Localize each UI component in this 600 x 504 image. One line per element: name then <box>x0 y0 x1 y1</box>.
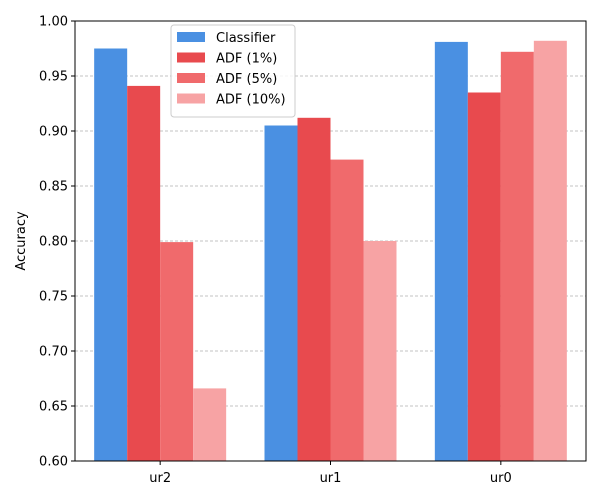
x-tick-label: ur1 <box>320 471 342 486</box>
y-axis-label: Accuracy <box>14 211 29 271</box>
bar-ur0-series-2 <box>500 51 534 462</box>
legend-swatch <box>177 52 205 63</box>
bar-ur2-series-0 <box>94 48 128 461</box>
x-tick-label: ur2 <box>149 471 171 486</box>
y-tick-label: 0.95 <box>39 70 68 85</box>
bars <box>94 40 567 462</box>
legend-label: ADF (5%) <box>216 72 277 87</box>
legend-label: ADF (1%) <box>216 52 277 67</box>
bar-ur1-series-2 <box>330 159 364 461</box>
y-tick-label: 0.90 <box>39 125 68 140</box>
y-tick-label: 0.85 <box>39 180 68 195</box>
legend-label: ADF (10%) <box>216 93 286 108</box>
bar-ur2-series-3 <box>193 388 227 461</box>
x-tick-label: ur0 <box>490 471 512 486</box>
bar-ur0-series-1 <box>467 92 501 461</box>
y-tick-label: 0.80 <box>39 235 68 250</box>
bar-ur0-series-0 <box>434 41 468 462</box>
bar-ur1-series-0 <box>264 125 298 461</box>
y-tick-label: 0.70 <box>39 345 68 360</box>
y-tick-label: 0.65 <box>39 400 68 415</box>
bar-ur1-series-1 <box>297 117 331 462</box>
x-axis: ur2 ur1 ur0 <box>149 461 512 486</box>
y-tick-label: 0.75 <box>39 290 68 305</box>
bar-ur2-series-1 <box>127 85 161 462</box>
y-tick-label: 0.60 <box>39 455 68 470</box>
legend-swatch <box>177 32 205 42</box>
bar-ur1-series-3 <box>363 241 397 461</box>
y-axis: 0.60 0.65 0.70 0.75 0.80 0.85 0.90 0.95 1.00 <box>39 15 75 470</box>
bar-ur0-series-3 <box>533 40 567 462</box>
legend-swatch <box>177 93 205 104</box>
legend-swatch <box>177 73 205 83</box>
legend-label: Classifier <box>216 31 276 46</box>
bar-ur2-series-2 <box>160 242 194 461</box>
y-tick-label: 1.00 <box>39 15 68 30</box>
legend: Classifier ADF (1%) ADF (5%) ADF (10%) <box>170 24 296 118</box>
